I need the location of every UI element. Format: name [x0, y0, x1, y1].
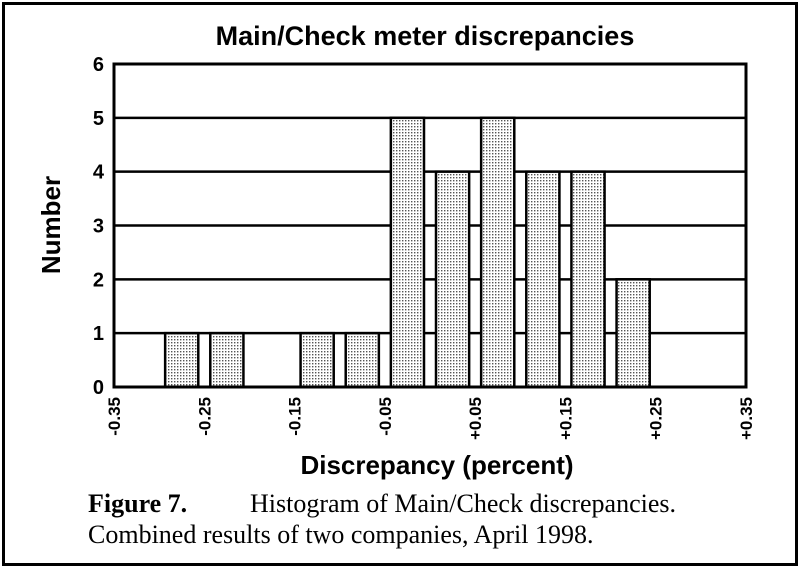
y-tick-label: 4 — [93, 162, 105, 184]
histogram-bar — [479, 116, 516, 389]
x-tick-label: -0.15 — [286, 397, 305, 436]
y-ticks: 0 1 2 3 4 5 6 — [93, 54, 105, 399]
x-tick-label: -0.35 — [105, 397, 124, 436]
figure-label: Figure 7. — [88, 489, 188, 518]
caption-line-2: Combined results of two companies, April… — [88, 520, 594, 549]
chart-title: Main/Check meter discrepancies — [216, 21, 635, 51]
caption-line-1: Figure 7. Histogram of Main/Check discrep… — [88, 488, 788, 519]
histogram-bar — [570, 170, 606, 389]
grid-lines — [114, 116, 746, 335]
histogram-bar — [209, 331, 245, 389]
histogram-bar — [389, 116, 426, 389]
histogram-bar — [163, 331, 200, 389]
x-ticks: -0.35 -0.25 -0.15 -0.05 +0.05 +0.15 +0.25 +0.35 — [105, 397, 756, 440]
histogram-bar — [299, 331, 335, 389]
histogram-bar — [344, 331, 381, 389]
bars-group — [163, 116, 651, 389]
histogram-bar — [434, 170, 471, 389]
x-tick-label: +0.25 — [647, 397, 666, 440]
caption-text-1: Histogram of Main/Check discrepancies. — [250, 489, 676, 518]
x-tick-label: +0.15 — [556, 397, 575, 440]
x-tick-label: -0.05 — [376, 397, 395, 436]
histogram-bar — [615, 278, 651, 389]
figure-caption: Figure 7. Histogram of Main/Check discrep… — [88, 488, 788, 550]
y-tick-label: 2 — [93, 269, 104, 291]
histogram-bar — [525, 170, 561, 389]
y-tick-label: 0 — [93, 377, 104, 399]
y-tick-label: 1 — [93, 323, 104, 345]
plot-area — [112, 62, 748, 389]
y-axis-label: Number — [36, 176, 66, 274]
x-axis-label: Discrepancy (percent) — [300, 450, 573, 480]
x-tick-label: +0.05 — [466, 397, 485, 440]
y-tick-label: 3 — [93, 216, 104, 238]
y-tick-label: 6 — [93, 54, 104, 76]
x-tick-label: +0.35 — [737, 397, 756, 440]
x-tick-label: -0.25 — [195, 397, 214, 436]
y-tick-label: 5 — [93, 108, 104, 130]
